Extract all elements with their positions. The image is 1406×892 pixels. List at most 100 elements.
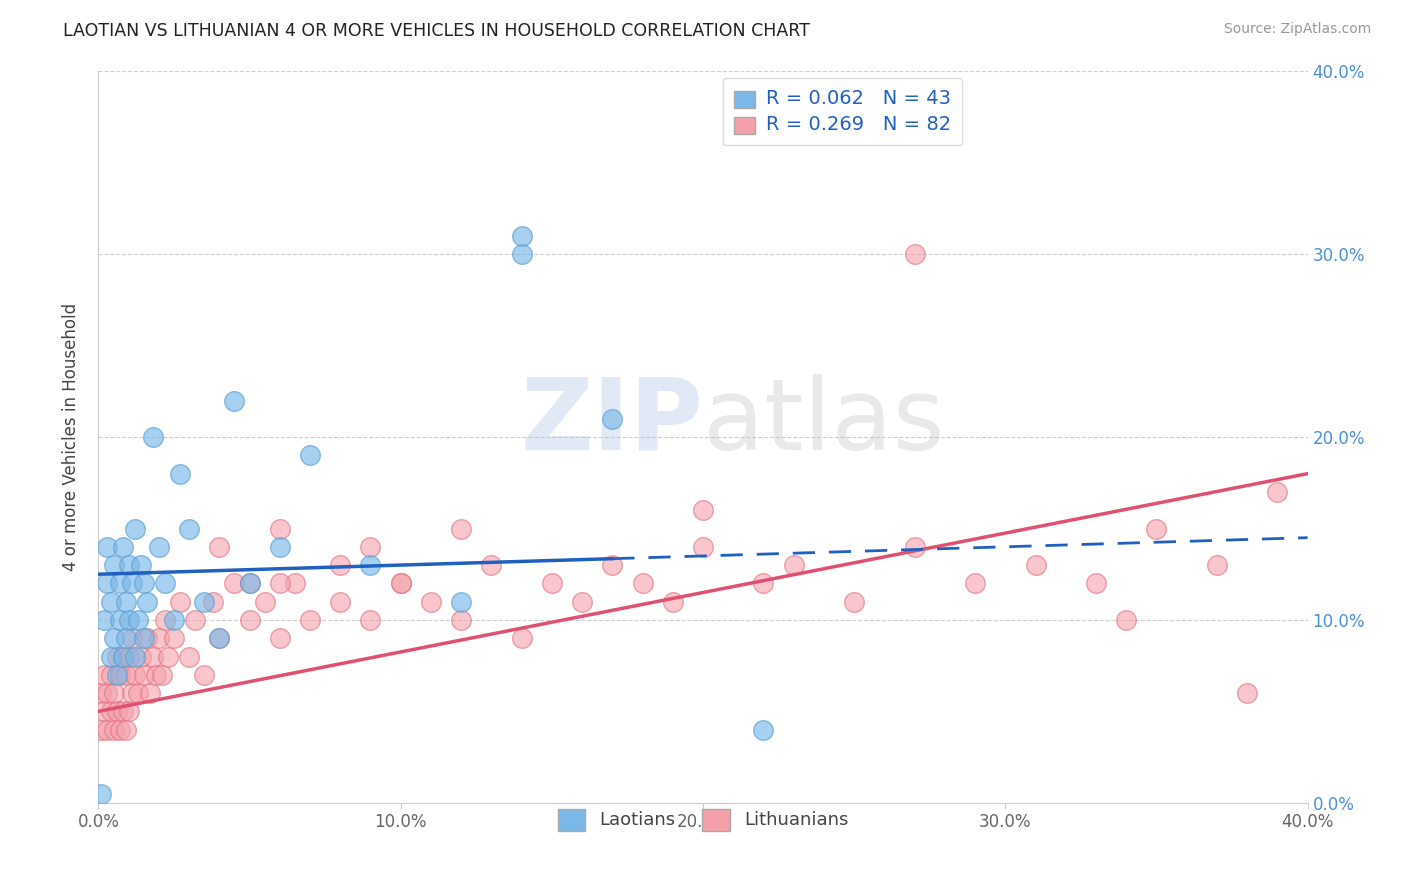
Point <box>100 649 122 664</box>
Text: LAOTIAN VS LITHUANIAN 4 OR MORE VEHICLES IN HOUSEHOLD CORRELATION CHART: LAOTIAN VS LITHUANIAN 4 OR MORE VEHICLES… <box>63 22 810 40</box>
Point <box>103 558 125 573</box>
Point <box>142 649 165 664</box>
Point <box>108 667 131 681</box>
Point <box>299 613 322 627</box>
Point <box>108 576 131 591</box>
Point <box>208 632 231 646</box>
Point <box>105 649 128 664</box>
Point <box>96 723 118 737</box>
Point <box>540 576 562 591</box>
Point <box>1115 613 1137 627</box>
Point <box>510 632 533 646</box>
Point <box>96 576 118 591</box>
Point <box>239 576 262 591</box>
Point <box>129 558 152 573</box>
Point <box>96 686 118 700</box>
Point <box>153 576 176 591</box>
Point <box>179 649 201 664</box>
Point <box>127 613 149 627</box>
Text: Source: ZipAtlas.com: Source: ZipAtlas.com <box>1223 22 1371 37</box>
Point <box>239 613 262 627</box>
Point <box>224 576 246 591</box>
Point <box>450 521 472 535</box>
Point <box>114 594 136 608</box>
Point <box>124 667 146 681</box>
Point <box>602 558 624 573</box>
Point <box>224 393 246 408</box>
Point <box>202 594 225 608</box>
Point <box>111 540 134 554</box>
Point <box>179 521 201 535</box>
Point <box>114 667 136 681</box>
Point <box>208 540 231 554</box>
Point <box>329 594 352 608</box>
Point <box>965 576 987 591</box>
Point <box>118 649 141 664</box>
Point <box>108 723 131 737</box>
Point <box>571 594 593 608</box>
Point <box>661 594 683 608</box>
Point <box>284 576 307 591</box>
Point <box>420 594 443 608</box>
Point <box>193 667 215 681</box>
Point <box>631 576 654 591</box>
Point <box>450 594 472 608</box>
Point <box>118 558 141 573</box>
Point <box>103 632 125 646</box>
Point <box>844 594 866 608</box>
Point <box>360 558 382 573</box>
Point <box>1206 558 1229 573</box>
Point <box>111 649 134 664</box>
Point <box>127 686 149 700</box>
Point <box>90 787 112 801</box>
Point <box>148 632 170 646</box>
Point <box>93 613 115 627</box>
Point <box>124 649 146 664</box>
Point <box>602 412 624 426</box>
Point <box>111 705 134 719</box>
Point <box>121 632 143 646</box>
Legend: Laotians, Lithuanians: Laotians, Lithuanians <box>543 794 863 845</box>
Point <box>148 540 170 554</box>
Point <box>239 576 262 591</box>
Point <box>118 705 141 719</box>
Point <box>269 540 291 554</box>
Point <box>692 540 714 554</box>
Point <box>132 667 155 681</box>
Y-axis label: 4 or more Vehicles in Household: 4 or more Vehicles in Household <box>62 303 80 571</box>
Point <box>904 247 927 261</box>
Point <box>510 229 533 244</box>
Point <box>105 667 128 681</box>
Point <box>100 705 122 719</box>
Point <box>208 632 231 646</box>
Point <box>118 613 141 627</box>
Point <box>142 430 165 444</box>
Point <box>360 613 382 627</box>
Point <box>103 686 125 700</box>
Point <box>139 686 162 700</box>
Point <box>132 632 155 646</box>
Point <box>1144 521 1167 535</box>
Point <box>145 667 167 681</box>
Point <box>169 594 191 608</box>
Point <box>150 667 173 681</box>
Point <box>510 247 533 261</box>
Point <box>253 594 276 608</box>
Point <box>783 558 806 573</box>
Point <box>90 723 112 737</box>
Point <box>692 503 714 517</box>
Point <box>1236 686 1258 700</box>
Point <box>103 723 125 737</box>
Point <box>389 576 412 591</box>
Point <box>114 632 136 646</box>
Point <box>114 723 136 737</box>
Point <box>163 632 186 646</box>
Text: ZIP: ZIP <box>520 374 703 471</box>
Point <box>299 448 322 462</box>
Point <box>96 540 118 554</box>
Point <box>135 632 157 646</box>
Point <box>169 467 191 481</box>
Point <box>121 686 143 700</box>
Point <box>752 576 775 591</box>
Point <box>156 649 179 664</box>
